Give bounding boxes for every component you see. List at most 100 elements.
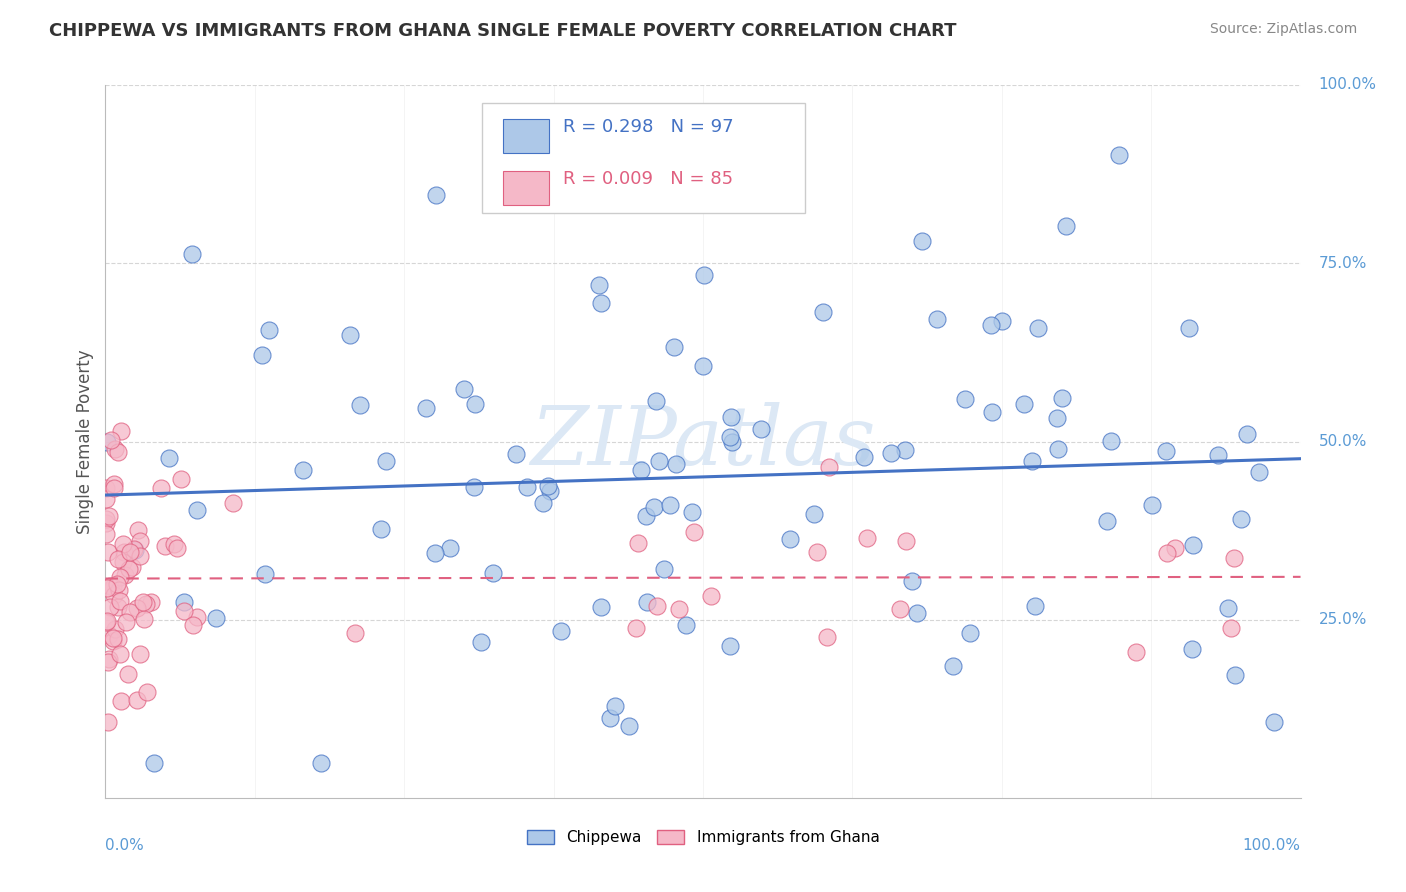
Point [693,268,716,282]
Point [537,479,560,493]
Point [959,626,981,640]
Point [108,570,131,584]
Point [692,359,714,373]
Point [124,543,146,558]
Point [169,472,191,486]
Point [96,526,118,541]
Point [953,392,976,406]
Point [1026,321,1049,335]
Text: 75.0%: 75.0% [1319,256,1367,270]
Point [901,574,924,589]
Point [1208,449,1230,463]
Point [100,434,122,448]
Point [173,604,195,618]
Point [1095,514,1118,528]
Point [204,611,226,625]
Point [464,397,486,411]
Point [803,507,825,521]
Point [107,583,129,598]
Point [118,605,141,619]
Point [97,655,120,669]
Text: 100.0%: 100.0% [1319,78,1376,92]
Point [991,314,1014,328]
Point [927,312,949,326]
Point [1177,320,1199,334]
Point [118,562,141,576]
Point [222,496,245,510]
Point [94,512,117,526]
Point [720,410,742,425]
Point [186,609,208,624]
Point [1140,498,1163,512]
Point [668,602,690,616]
Point [343,626,366,640]
Point [588,278,610,293]
Point [1024,599,1046,614]
Point [292,463,315,477]
Point [166,541,188,555]
Point [104,622,127,636]
Legend: Chippewa, Immigrants from Ghana: Chippewa, Immigrants from Ghana [520,824,886,851]
Point [96,582,118,596]
Point [603,699,626,714]
Point [630,463,652,477]
Point [114,615,136,629]
Point [779,532,801,546]
Point [163,537,186,551]
Point [981,404,1004,418]
Point [645,394,668,409]
Point [349,398,371,412]
Point [110,694,132,708]
Text: 100.0%: 100.0% [1243,838,1301,853]
Point [894,443,917,458]
Text: CHIPPEWA VS IMMIGRANTS FROM GHANA SINGLE FEMALE POVERTY CORRELATION CHART: CHIPPEWA VS IMMIGRANTS FROM GHANA SINGLE… [49,22,956,40]
Point [143,756,166,770]
Point [738,182,761,196]
Point [94,492,117,507]
Point [98,652,121,666]
Point [880,446,903,460]
Point [815,630,838,644]
Point [675,618,697,632]
Point [425,187,447,202]
Point [1046,411,1069,425]
Point [375,454,398,468]
Point [531,496,554,510]
FancyBboxPatch shape [503,120,548,153]
Point [105,577,128,591]
Point [124,542,146,557]
Point [96,545,118,559]
FancyBboxPatch shape [482,103,804,213]
Point [1054,219,1077,233]
Point [110,424,132,438]
Point [1263,714,1285,729]
Point [149,481,172,495]
Point [129,533,152,548]
Point [540,484,562,499]
Point [121,560,143,574]
Point [645,599,668,613]
Point [856,531,879,545]
Point [309,756,332,770]
Text: 25.0%: 25.0% [1319,613,1367,627]
Point [257,323,280,337]
Point [155,539,177,553]
Point [94,481,117,495]
Point [97,509,120,524]
Point [141,594,163,608]
Point [125,692,148,706]
Point [112,545,135,559]
Point [894,533,917,548]
Point [624,622,647,636]
Point [1125,645,1147,659]
Point [425,546,447,560]
Text: 0.0%: 0.0% [105,838,145,853]
Point [550,624,572,638]
Point [107,632,129,646]
Point [1012,397,1035,411]
Point [180,246,202,260]
Point [811,305,834,319]
Y-axis label: Single Female Poverty: Single Female Poverty [76,350,94,533]
Point [599,711,621,725]
Point [619,719,641,733]
